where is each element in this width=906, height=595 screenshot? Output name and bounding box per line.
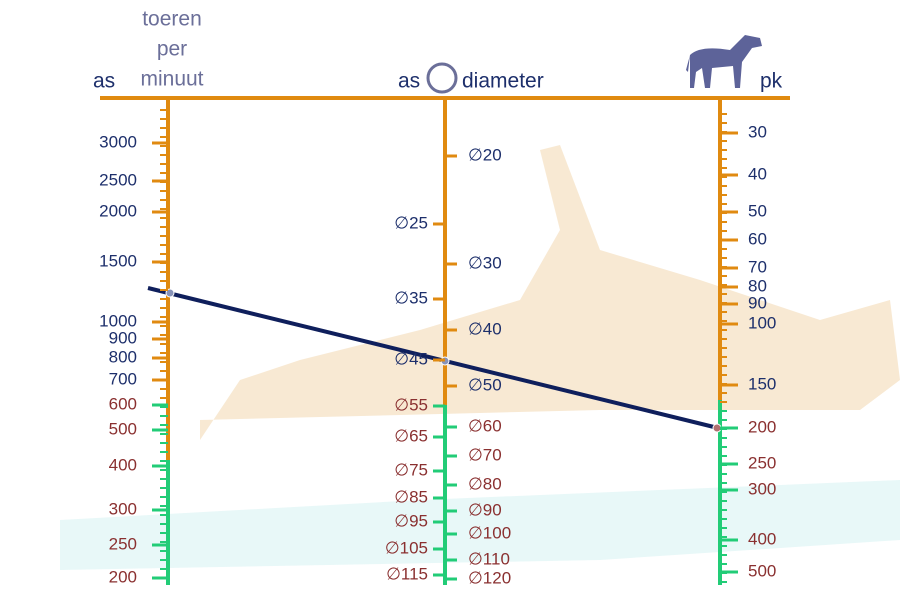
horse-icon bbox=[686, 35, 762, 88]
scale-label: ∅120 bbox=[468, 568, 511, 587]
scale-label: 60 bbox=[748, 229, 767, 248]
scale-label: ∅70 bbox=[468, 445, 502, 464]
scale-label: ∅105 bbox=[385, 538, 428, 557]
scale-label: ∅90 bbox=[468, 500, 502, 519]
scale-label: ∅60 bbox=[468, 416, 502, 435]
scale-label: 2000 bbox=[99, 201, 137, 220]
scale-label: ∅20 bbox=[468, 145, 502, 164]
scale-label: 150 bbox=[748, 374, 776, 393]
scale-label: 70 bbox=[748, 257, 767, 276]
scale-label: ∅75 bbox=[394, 460, 428, 479]
reading-line bbox=[147, 286, 719, 430]
scale-label: ∅80 bbox=[468, 474, 502, 493]
scale-label: 100 bbox=[748, 313, 776, 332]
scale-label: 500 bbox=[748, 561, 776, 580]
scale-label: 80 bbox=[748, 276, 767, 295]
scale-label: ∅65 bbox=[394, 426, 428, 445]
axis-label: as bbox=[398, 70, 420, 93]
scale-label: ∅25 bbox=[394, 213, 428, 232]
scale-label: 400 bbox=[748, 529, 776, 548]
scale-label: 50 bbox=[748, 201, 767, 220]
scale-label: 300 bbox=[109, 499, 137, 518]
scale-label: ∅95 bbox=[394, 511, 428, 530]
scale-label: 400 bbox=[109, 455, 137, 474]
scale-label: ∅45 bbox=[394, 349, 428, 368]
scale-label: 600 bbox=[109, 394, 137, 413]
scale-label: ∅110 bbox=[468, 549, 510, 568]
ship-hull bbox=[60, 480, 900, 570]
scale-label: 30 bbox=[748, 122, 767, 141]
scale-label: ∅100 bbox=[468, 523, 511, 542]
reading-point bbox=[712, 423, 722, 433]
scale-label: 200 bbox=[748, 417, 776, 436]
diameter-symbol bbox=[426, 62, 458, 94]
scale-label: 500 bbox=[109, 419, 137, 438]
scale-label: 2500 bbox=[99, 170, 137, 189]
scale-label: 900 bbox=[109, 328, 137, 347]
axis-label: as bbox=[93, 70, 115, 93]
scale-label: 250 bbox=[748, 453, 776, 472]
scale-label: 300 bbox=[748, 479, 776, 498]
scale-label: 1500 bbox=[99, 251, 137, 270]
scale-label: 1000 bbox=[99, 311, 137, 330]
title-line: toeren bbox=[142, 8, 202, 31]
scale-label: 200 bbox=[109, 567, 137, 586]
scale-label: 700 bbox=[109, 369, 137, 388]
scale-label: ∅30 bbox=[468, 253, 502, 272]
scale-label: ∅40 bbox=[468, 319, 502, 338]
title-line: minuut bbox=[140, 68, 203, 91]
scale-label: 3000 bbox=[99, 132, 137, 151]
axis-label: pk bbox=[760, 70, 783, 93]
scale-label: ∅85 bbox=[394, 487, 428, 506]
scale-label: ∅50 bbox=[468, 375, 502, 394]
scale-label: ∅55 bbox=[394, 395, 428, 414]
scale-label: ∅35 bbox=[394, 288, 428, 307]
scale-label: 800 bbox=[109, 347, 137, 366]
scale-label: 40 bbox=[748, 164, 767, 183]
scale-label: 90 bbox=[748, 293, 767, 312]
scale-label: ∅115 bbox=[386, 564, 428, 583]
scale-label: 250 bbox=[109, 534, 137, 553]
scale-axes bbox=[166, 98, 722, 585]
ship-background bbox=[200, 145, 900, 440]
title-line: per bbox=[157, 38, 187, 61]
axis-title: diameter bbox=[462, 70, 544, 93]
